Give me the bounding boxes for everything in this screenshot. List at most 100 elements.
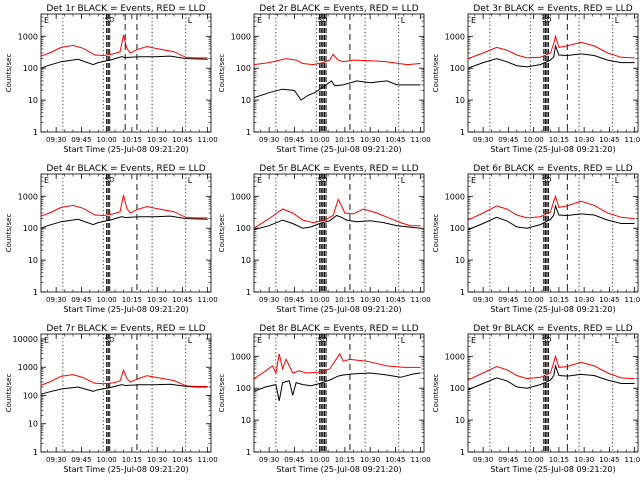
y-tick-label: 100 xyxy=(236,384,251,393)
marker-label-sd: SD xyxy=(105,16,115,24)
marker-label-l: L xyxy=(188,176,193,185)
detector-panel: Det 9r BLACK = Events, RED = LLD 1 10 100 10… xyxy=(432,324,640,474)
x-tick-label: 10:15 xyxy=(122,136,142,144)
detector-panel: Det 1r BLACK = Events, RED = LLD 1 10 100 10… xyxy=(5,4,218,154)
x-tick-label: 10:30 xyxy=(147,296,167,304)
x-tick-label: 10:30 xyxy=(147,136,167,144)
plot-frame xyxy=(253,13,425,133)
x-tick-label: 10:30 xyxy=(574,456,594,464)
events-series-line xyxy=(254,372,421,401)
x-axis-label: Start Time (25-Jul-08 09:21:20) xyxy=(63,145,188,154)
panel-title: Det 7r BLACK = Events, RED = LLD xyxy=(46,324,205,334)
x-axis-label: Start Time (25-Jul-08 09:21:20) xyxy=(63,465,188,474)
marker-label-sd: SD xyxy=(542,176,552,184)
marker-label-l: L xyxy=(401,336,406,345)
events-series-line xyxy=(468,43,635,69)
y-axis-label: Counts/sec xyxy=(5,214,13,253)
x-tick-label: 09:45 xyxy=(498,456,518,464)
lld-series-line xyxy=(468,34,635,60)
y-tick-label: 1 xyxy=(246,288,251,297)
y-tick-label: 1 xyxy=(246,128,251,137)
x-tick-label: 09:30 xyxy=(473,296,493,304)
y-axis-label: Counts/sec xyxy=(432,54,440,93)
lld-series-line xyxy=(468,354,635,381)
y-tick-label: 10 xyxy=(28,420,38,429)
x-tick-label: 10:30 xyxy=(574,296,594,304)
x-tick-label: 09:30 xyxy=(46,296,66,304)
y-axis-label: Counts/sec xyxy=(218,54,226,93)
series-clip-group xyxy=(254,53,421,101)
plot-frame xyxy=(467,13,639,133)
plot-frame xyxy=(253,173,425,293)
panel-title: Det 9r BLACK = Events, RED = LLD xyxy=(473,324,632,334)
y-axis-label: Counts/sec xyxy=(5,54,13,93)
y-tick-label: 100 xyxy=(23,224,38,233)
y-tick-label: 1 xyxy=(460,128,465,137)
x-tick-label: 11:00 xyxy=(625,136,640,144)
x-tick-label: 10:45 xyxy=(599,456,619,464)
marker-label-sd: SD xyxy=(318,176,328,184)
marker-label-l: L xyxy=(615,336,620,345)
x-axis-label: Start Time (25-Jul-08 09:21:20) xyxy=(490,145,615,154)
detector-panel: Det 6r BLACK = Events, RED = LLD 1 10 100 10… xyxy=(432,164,640,314)
panel-title: Det 1r BLACK = Events, RED = LLD xyxy=(46,4,205,14)
y-tick-label: 100 xyxy=(236,64,251,73)
detector-panel: Det 4r BLACK = Events, RED = LLD 1 10 100 10… xyxy=(5,164,218,314)
x-tick-label: 09:45 xyxy=(71,296,91,304)
series-clip-group xyxy=(254,198,421,231)
panel-title: Det 3r BLACK = Events, RED = LLD xyxy=(473,4,632,14)
y-tick-label: 100 xyxy=(23,391,38,400)
plot-frame xyxy=(40,333,212,453)
x-tick-label: 10:30 xyxy=(360,456,380,464)
x-tick-label: 10:15 xyxy=(335,456,355,464)
y-axis-label: Counts/sec xyxy=(432,374,440,413)
y-tick-label: 1 xyxy=(33,128,38,137)
marker-label-sd: SD xyxy=(542,336,552,344)
x-tick-label: 10:45 xyxy=(172,296,192,304)
x-tick-label: 11:00 xyxy=(625,456,640,464)
panel-title: Det 2r BLACK = Events, RED = LLD xyxy=(259,4,418,14)
x-tick-label: 09:30 xyxy=(473,136,493,144)
marker-label-e: E xyxy=(257,176,262,185)
events-series-line xyxy=(254,214,421,231)
y-tick-label: 10 xyxy=(455,256,465,265)
x-tick-label: 09:30 xyxy=(259,296,279,304)
x-tick-label: 10:15 xyxy=(549,136,569,144)
y-tick-label: 1 xyxy=(246,448,251,457)
x-tick-label: 10:30 xyxy=(574,136,594,144)
plot-frame xyxy=(40,173,212,293)
x-tick-label: 11:00 xyxy=(198,296,218,304)
lld-series-line xyxy=(468,194,635,221)
marker-label-l: L xyxy=(188,336,193,345)
series-clip-group xyxy=(468,354,635,391)
y-tick-label: 100 xyxy=(23,64,38,73)
x-tick-label: 10:45 xyxy=(172,456,192,464)
y-axis-label: Counts/sec xyxy=(432,214,440,253)
marker-label-sd: SD xyxy=(318,336,328,344)
x-tick-label: 10:15 xyxy=(549,296,569,304)
x-tick-label: 10:00 xyxy=(97,136,117,144)
x-axis-label: Start Time (25-Jul-08 09:21:20) xyxy=(490,305,615,314)
y-tick-label: 1000 xyxy=(445,32,465,41)
panel-title: Det 8r BLACK = Events, RED = LLD xyxy=(259,324,418,334)
panel-title: Det 4r BLACK = Events, RED = LLD xyxy=(46,164,205,174)
x-tick-label: 10:00 xyxy=(310,136,330,144)
marker-label-e: E xyxy=(257,336,262,345)
x-tick-label: 11:00 xyxy=(411,456,431,464)
x-tick-label: 09:45 xyxy=(71,456,91,464)
lld-series-line xyxy=(41,34,208,59)
marker-label-sd: SD xyxy=(105,336,115,344)
marker-label-e: E xyxy=(471,16,476,25)
x-axis-label: Start Time (25-Jul-08 09:21:20) xyxy=(63,305,188,314)
x-axis-label: Start Time (25-Jul-08 09:21:20) xyxy=(276,465,401,474)
y-tick-label: 1000 xyxy=(445,192,465,201)
lld-series-line xyxy=(41,368,208,387)
y-tick-label: 1000 xyxy=(18,192,38,201)
x-axis-label: Start Time (25-Jul-08 09:21:20) xyxy=(276,305,401,314)
y-tick-label: 1 xyxy=(460,448,465,457)
y-tick-label: 1 xyxy=(460,288,465,297)
x-tick-label: 10:15 xyxy=(549,456,569,464)
detector-panel: Det 8r BLACK = Events, RED = LLD 1 10 100 10… xyxy=(218,324,431,474)
